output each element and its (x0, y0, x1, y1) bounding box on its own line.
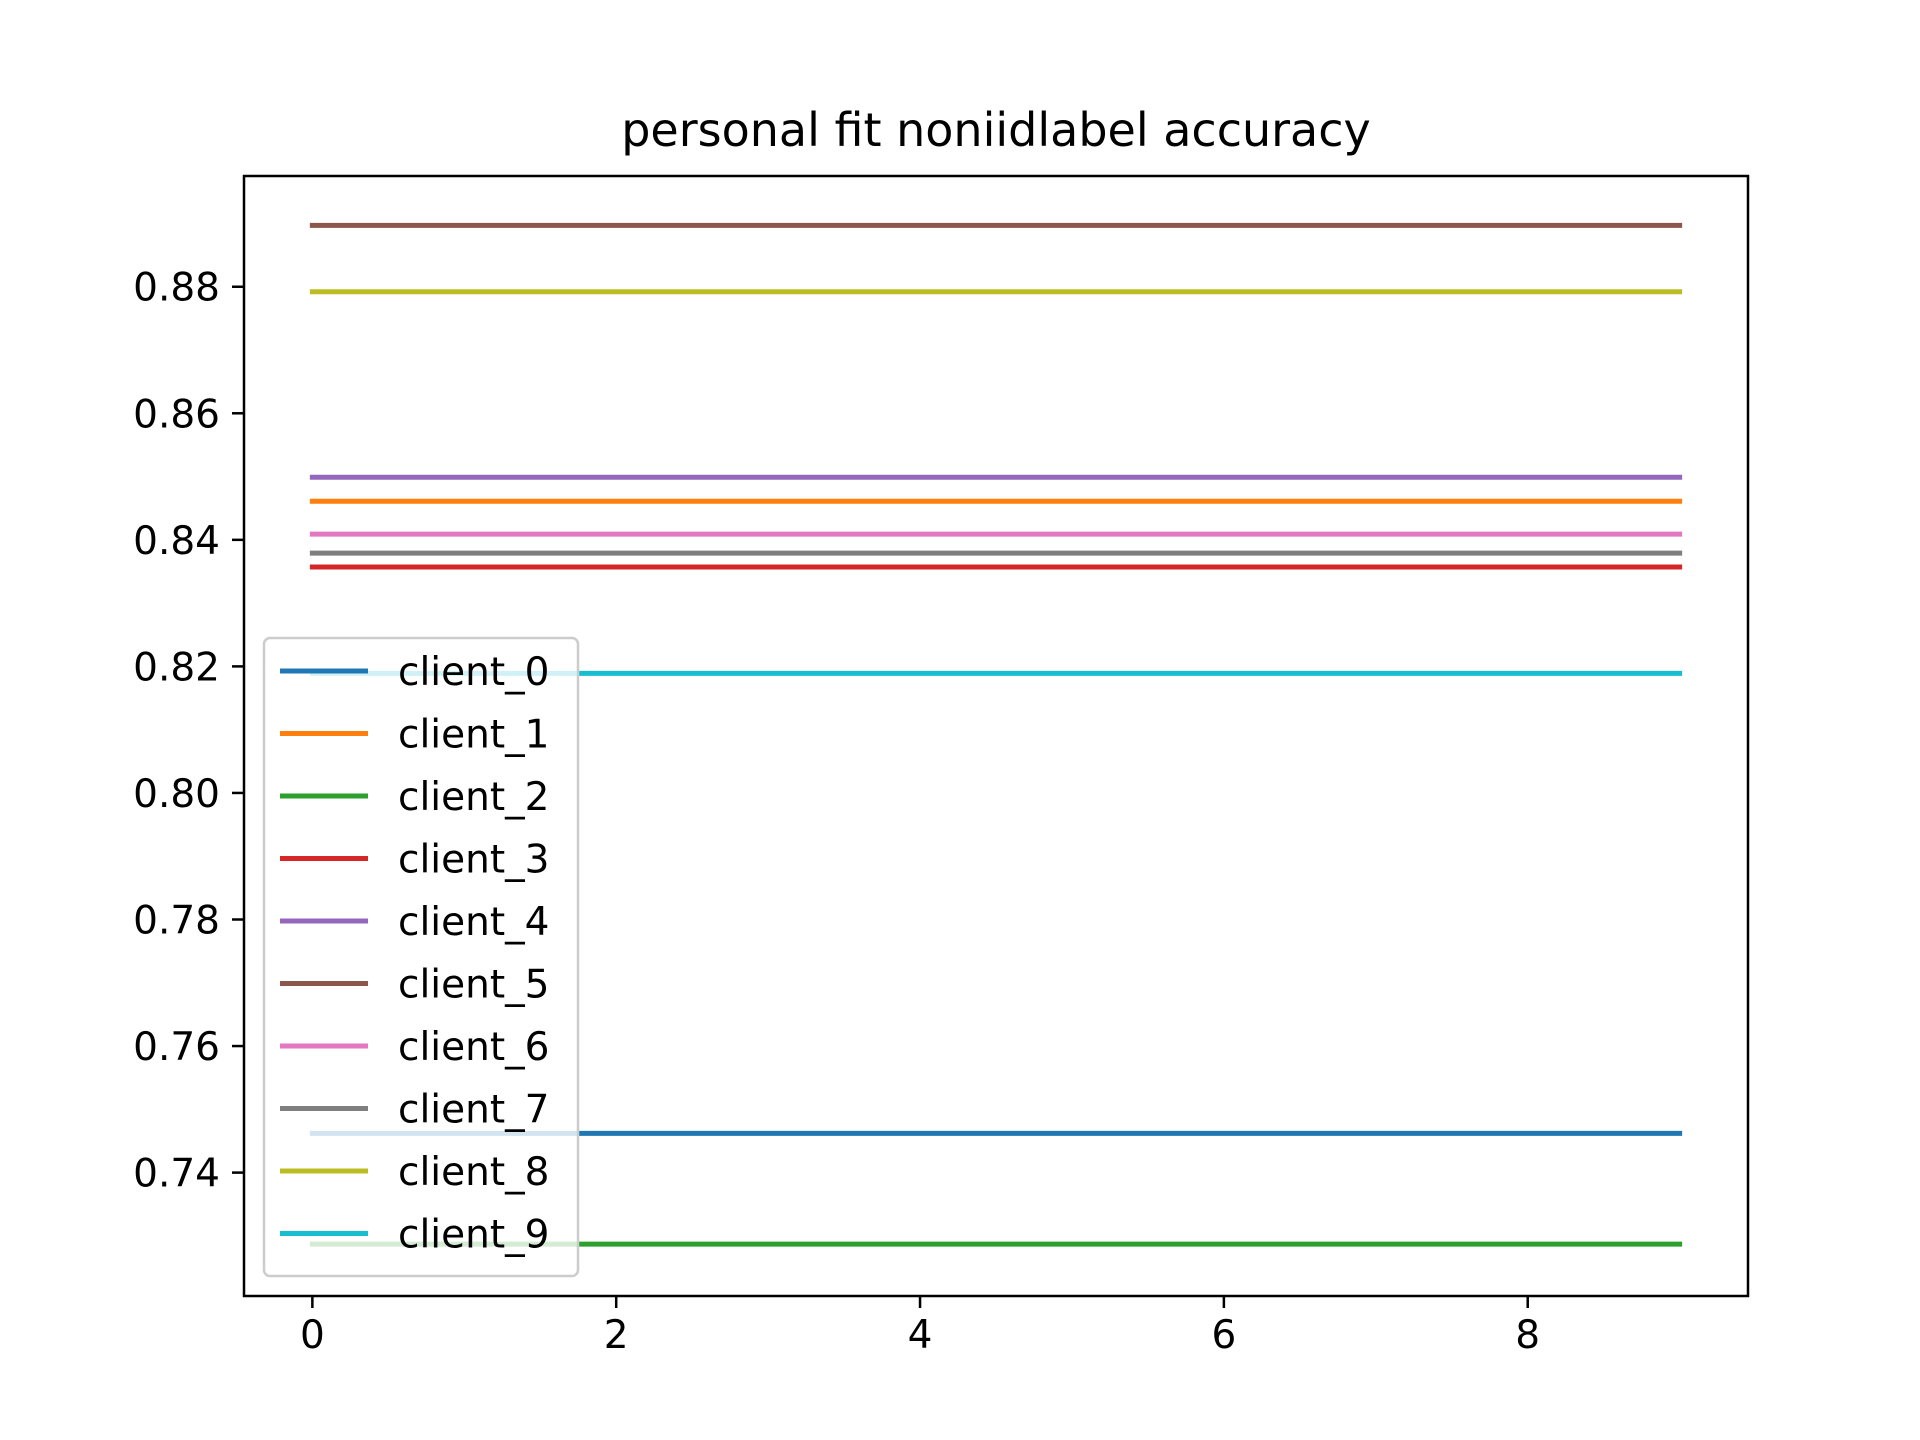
y-tick-label: 0.82 (133, 645, 220, 690)
y-tick-label: 0.74 (133, 1152, 220, 1197)
y-tick-label: 0.84 (133, 519, 220, 564)
legend-label-client-6: client_6 (398, 1025, 549, 1070)
y-tick-label: 0.88 (133, 266, 220, 311)
x-tick-label: 4 (908, 1313, 933, 1358)
y-tick-label: 0.76 (133, 1025, 220, 1070)
legend-label-client-3: client_3 (398, 838, 549, 883)
legend-label-client-4: client_4 (398, 900, 549, 945)
y-tick-label: 0.80 (133, 772, 220, 817)
x-tick-label: 0 (300, 1313, 325, 1358)
legend-label-client-8: client_8 (398, 1150, 549, 1195)
x-tick-label: 8 (1515, 1313, 1540, 1358)
legend-label-client-5: client_5 (398, 963, 549, 1008)
chart-title: personal fit noniidlabel accuracy (621, 103, 1371, 157)
legend-label-client-9: client_9 (398, 1213, 549, 1258)
x-axis: 0 2 4 6 8 (300, 1296, 1540, 1358)
y-tick-label: 0.86 (133, 392, 220, 437)
y-axis: 0.74 0.76 0.78 0.80 0.82 0.84 0.86 0.88 (133, 266, 244, 1197)
x-tick-label: 2 (604, 1313, 629, 1358)
legend-label-client-1: client_1 (398, 713, 549, 758)
legend-label-client-2: client_2 (398, 775, 549, 820)
legend: client_0 client_1 client_2 client_3 client_4… (262, 636, 580, 1278)
y-tick-label: 0.78 (133, 899, 220, 944)
legend-label-client-0: client_0 (398, 650, 549, 695)
legend-label-client-7: client_7 (398, 1088, 549, 1133)
plot-area-frame (242, 174, 1750, 1298)
x-tick-label: 6 (1211, 1313, 1236, 1358)
